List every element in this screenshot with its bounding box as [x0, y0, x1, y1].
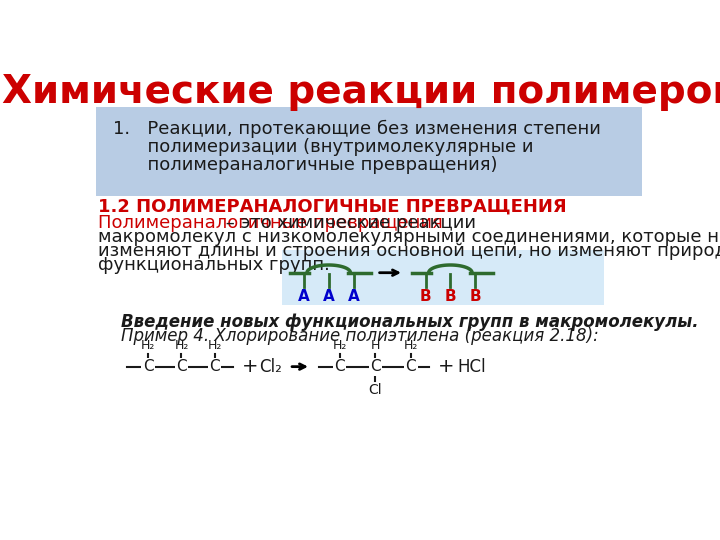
FancyBboxPatch shape — [282, 249, 604, 305]
Text: Пример 4. Хлорирование полиэтилена (реакция 2.18):: Пример 4. Хлорирование полиэтилена (реак… — [121, 327, 599, 345]
Text: H₂: H₂ — [207, 339, 222, 352]
Text: H₂: H₂ — [141, 339, 156, 352]
Text: H₂: H₂ — [174, 339, 189, 352]
Text: 1.2 ПОЛИМЕРАНАЛОГИЧНЫЕ ПРЕВРАЩЕНИЯ: 1.2 ПОЛИМЕРАНАЛОГИЧНЫЕ ПРЕВРАЩЕНИЯ — [98, 198, 567, 216]
Text: функциональных групп.: функциональных групп. — [98, 256, 330, 274]
Text: A: A — [323, 289, 335, 304]
FancyBboxPatch shape — [96, 107, 642, 195]
Text: Введение новых функциональных групп в макромолекулы.: Введение новых функциональных групп в ма… — [121, 313, 698, 330]
Text: 1.   Реакции, протекающие без изменения степени: 1. Реакции, протекающие без изменения ст… — [113, 120, 601, 138]
Text: A: A — [298, 289, 310, 304]
Text: Химические реакции полимеров: Химические реакции полимеров — [1, 73, 720, 111]
Text: +: + — [242, 357, 258, 376]
Text: B: B — [469, 289, 481, 304]
Text: B: B — [420, 289, 431, 304]
Text: C: C — [405, 359, 416, 374]
Text: H: H — [371, 339, 380, 352]
Text: B: B — [444, 289, 456, 304]
Text: H₂: H₂ — [333, 339, 347, 352]
Text: C: C — [370, 359, 380, 374]
Text: Полимераналогичные превращения: Полимераналогичные превращения — [98, 214, 443, 232]
Text: H₂: H₂ — [404, 339, 418, 352]
Text: полимеризации (внутримолекулярные и: полимеризации (внутримолекулярные и — [113, 138, 534, 156]
Text: +: + — [438, 357, 455, 376]
Text: полимераналогичные превращения): полимераналогичные превращения) — [113, 156, 498, 174]
Text: Cl₂: Cl₂ — [259, 357, 282, 376]
Text: C: C — [334, 359, 345, 374]
Text: HCl: HCl — [457, 357, 485, 376]
Text: C: C — [143, 359, 153, 374]
Text: Cl: Cl — [369, 383, 382, 397]
Text: C: C — [176, 359, 186, 374]
Text: изменяют длины и строения основной цепи, но изменяют природу: изменяют длины и строения основной цепи,… — [98, 242, 720, 260]
Text: – это химические реакции: – это химические реакции — [220, 214, 476, 232]
Text: макромолекул с низкомолекулярными соединениями, которые не: макромолекул с низкомолекулярными соедин… — [98, 228, 720, 246]
Text: C: C — [210, 359, 220, 374]
Text: A: A — [348, 289, 359, 304]
